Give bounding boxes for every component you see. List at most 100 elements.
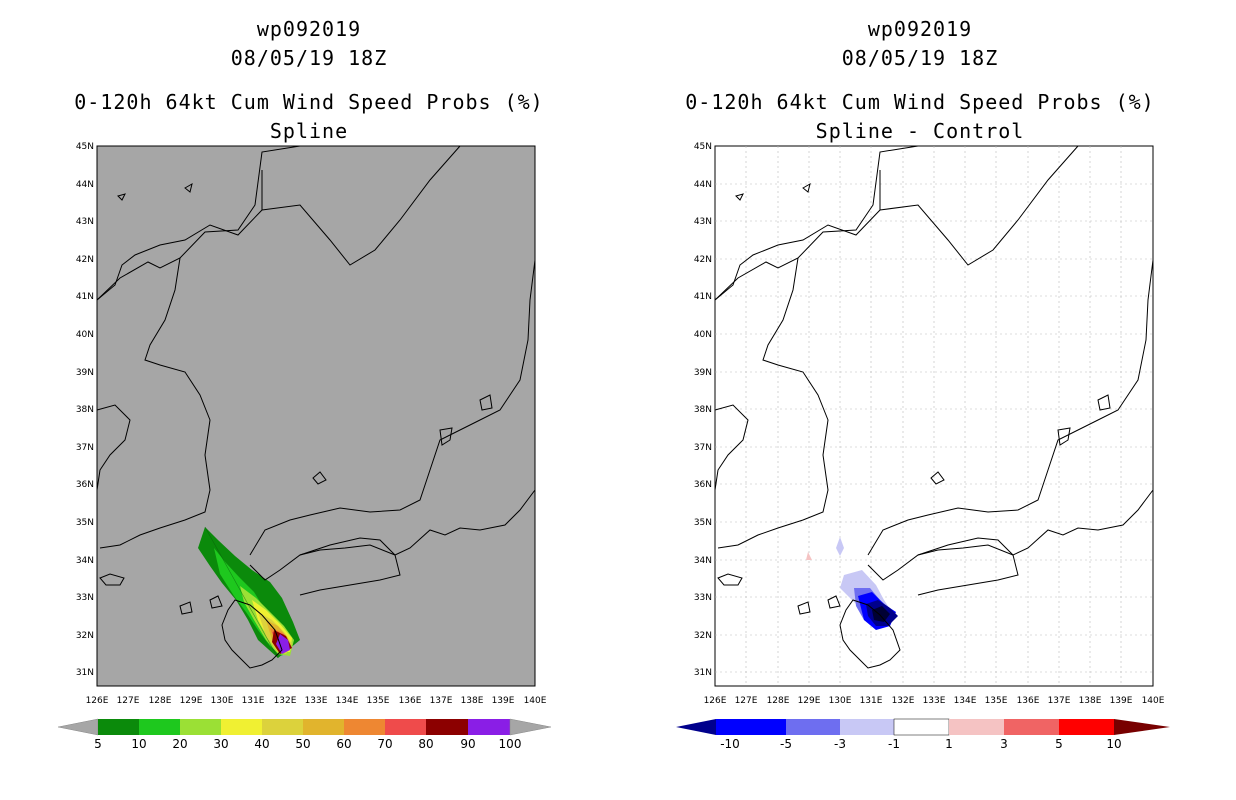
svg-text:130E: 130E — [829, 696, 852, 706]
method-title: Spline - Control — [815, 119, 1025, 143]
svg-text:31N: 31N — [694, 668, 712, 678]
colorbar-high-arrow — [509, 718, 552, 736]
svg-text:129E: 129E — [180, 696, 203, 706]
svg-text:39N: 39N — [76, 368, 94, 378]
storm-id-title: wp092019 — [256, 17, 362, 41]
svg-text:42N: 42N — [76, 255, 94, 265]
svg-text:-3: -3 — [834, 737, 846, 751]
forecast-time-title: 08/05/19 18Z — [841, 46, 999, 70]
svg-text:44N: 44N — [694, 180, 712, 190]
map-grid — [715, 146, 1153, 686]
svg-text:126E: 126E — [704, 696, 727, 706]
svg-text:136E: 136E — [1017, 696, 1040, 706]
colorbar-left — [57, 718, 552, 736]
colorbar-right-labels: -10 -5 -3 -1 1 3 5 10 — [720, 737, 1121, 751]
svg-text:130E: 130E — [211, 696, 234, 706]
colorbar-right — [676, 718, 1170, 736]
latitude-labels: 45N 44N 43N 42N 41N 40N 39N 38N 37N 36N … — [694, 142, 712, 678]
difference-field — [806, 537, 898, 630]
left-map-panel: wp092019 08/05/19 18Z 0-120h 64kt Cum Wi… — [57, 17, 552, 751]
longitude-labels: 126E 127E 128E 129E 130E 131E 132E 133E … — [704, 696, 1165, 706]
svg-text:138E: 138E — [461, 696, 484, 706]
svg-text:128E: 128E — [767, 696, 790, 706]
svg-text:20: 20 — [172, 737, 187, 751]
svg-text:41N: 41N — [694, 292, 712, 302]
svg-text:129E: 129E — [798, 696, 821, 706]
svg-text:10: 10 — [131, 737, 146, 751]
svg-text:-1: -1 — [888, 737, 900, 751]
svg-text:128E: 128E — [149, 696, 172, 706]
right-map-svg: 45N 44N 43N 42N 41N 40N 39N 38N 37N 36N … — [676, 142, 1170, 751]
svg-text:37N: 37N — [76, 443, 94, 453]
forecast-time-title: 08/05/19 18Z — [230, 46, 388, 70]
svg-text:43N: 43N — [76, 217, 94, 227]
svg-text:127E: 127E — [735, 696, 758, 706]
svg-text:42N: 42N — [694, 255, 712, 265]
svg-text:5: 5 — [94, 737, 102, 751]
colorbar-high-arrow — [1114, 719, 1170, 735]
svg-text:45N: 45N — [76, 142, 94, 152]
svg-text:43N: 43N — [694, 217, 712, 227]
svg-text:3: 3 — [1000, 737, 1008, 751]
svg-text:134E: 134E — [336, 696, 359, 706]
svg-text:31N: 31N — [76, 668, 94, 678]
svg-text:39N: 39N — [694, 368, 712, 378]
svg-text:33N: 33N — [694, 593, 712, 603]
svg-text:134E: 134E — [954, 696, 977, 706]
svg-text:35N: 35N — [694, 518, 712, 528]
storm-id-title: wp092019 — [867, 17, 973, 41]
coastlines — [714, 145, 1154, 669]
svg-text:133E: 133E — [923, 696, 946, 706]
svg-text:32N: 32N — [76, 631, 94, 641]
svg-text:127E: 127E — [117, 696, 140, 706]
svg-text:132E: 132E — [892, 696, 915, 706]
svg-text:131E: 131E — [860, 696, 883, 706]
svg-text:138E: 138E — [1079, 696, 1102, 706]
svg-text:90: 90 — [460, 737, 475, 751]
svg-text:140E: 140E — [1142, 696, 1165, 706]
product-title: 0-120h 64kt Cum Wind Speed Probs (%) — [685, 90, 1155, 114]
svg-text:32N: 32N — [694, 631, 712, 641]
svg-text:137E: 137E — [430, 696, 453, 706]
coastlines — [96, 145, 536, 669]
left-map-svg: 45N 44N 43N 42N 41N 40N 39N 38N 37N 36N … — [57, 142, 552, 751]
colorbar-low-arrow — [57, 718, 99, 736]
svg-text:135E: 135E — [985, 696, 1008, 706]
svg-text:30: 30 — [213, 737, 228, 751]
svg-text:136E: 136E — [399, 696, 422, 706]
svg-text:34N: 34N — [76, 556, 94, 566]
svg-text:40N: 40N — [694, 330, 712, 340]
svg-text:40N: 40N — [76, 330, 94, 340]
svg-text:40: 40 — [254, 737, 269, 751]
svg-text:35N: 35N — [76, 518, 94, 528]
svg-text:36N: 36N — [76, 480, 94, 490]
svg-text:45N: 45N — [694, 142, 712, 152]
svg-text:60: 60 — [336, 737, 351, 751]
svg-text:133E: 133E — [305, 696, 328, 706]
svg-text:1: 1 — [945, 737, 953, 751]
method-title: Spline — [269, 119, 349, 143]
svg-text:10: 10 — [1106, 737, 1121, 751]
svg-text:132E: 132E — [274, 696, 297, 706]
svg-text:70: 70 — [377, 737, 392, 751]
svg-text:33N: 33N — [76, 593, 94, 603]
colorbar-left-labels: 5 10 20 30 40 50 60 70 80 90 100 — [94, 737, 521, 751]
svg-text:139E: 139E — [1110, 696, 1133, 706]
svg-text:38N: 38N — [76, 405, 94, 415]
svg-text:36N: 36N — [694, 480, 712, 490]
svg-text:-5: -5 — [780, 737, 792, 751]
svg-text:135E: 135E — [367, 696, 390, 706]
right-map-panel: wp092019 08/05/19 18Z 0-120h 64kt Cum Wi… — [618, 0, 1236, 800]
svg-text:80: 80 — [418, 737, 433, 751]
svg-text:139E: 139E — [492, 696, 515, 706]
svg-text:41N: 41N — [76, 292, 94, 302]
colorbar-low-arrow — [676, 719, 716, 735]
svg-text:34N: 34N — [694, 556, 712, 566]
longitude-labels: 126E 127E 128E 129E 130E 131E 132E 133E … — [86, 696, 547, 706]
latitude-labels: 45N 44N 43N 42N 41N 40N 39N 38N 37N 36N … — [76, 142, 94, 678]
svg-text:140E: 140E — [524, 696, 547, 706]
product-title: 0-120h 64kt Cum Wind Speed Probs (%) — [74, 90, 544, 114]
svg-text:44N: 44N — [76, 180, 94, 190]
svg-text:137E: 137E — [1048, 696, 1071, 706]
map-plot-area — [96, 145, 536, 687]
